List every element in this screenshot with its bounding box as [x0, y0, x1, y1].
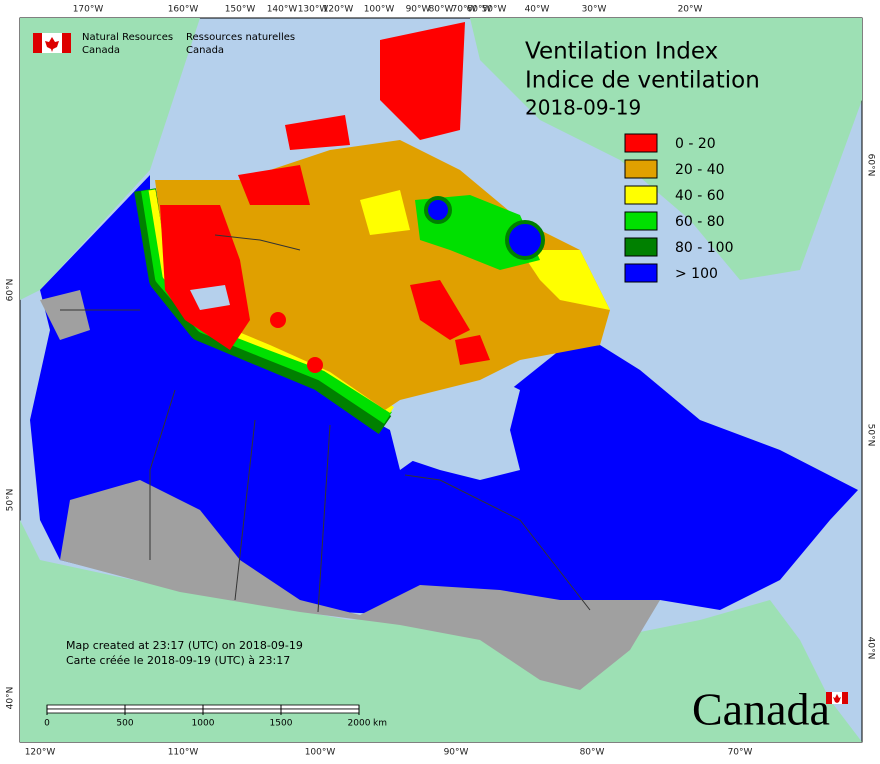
longitude-label: 90°W — [406, 5, 431, 15]
scale-label: 500 — [116, 719, 133, 729]
longitude-label: 100°W — [305, 748, 336, 758]
longitude-label: 60°W — [467, 5, 492, 15]
latitude-label: 60°N — [6, 279, 16, 302]
longitude-label: 160°W — [168, 5, 199, 15]
basemap — [20, 18, 862, 742]
longitude-label: 130°W — [298, 5, 329, 15]
legend-label: 40 - 60 — [675, 188, 725, 204]
legend-swatch — [624, 263, 658, 283]
longitude-label: 50°W — [482, 5, 507, 15]
legend-swatch — [624, 237, 658, 257]
longitude-label: 110°W — [168, 748, 199, 758]
legend-label: 20 - 40 — [675, 162, 725, 178]
map-date: 2018-09-19 — [525, 96, 641, 120]
scale-label: 0 — [44, 719, 50, 729]
legend-swatch — [624, 185, 658, 205]
scale-segment — [46, 708, 126, 714]
scale-segment — [202, 704, 282, 710]
longitude-label: 120°W — [323, 5, 354, 15]
scale-label: 1000 — [192, 719, 215, 729]
latitude-label: 60°N — [866, 154, 876, 177]
agency-logo — [33, 33, 71, 53]
agency-en: Natural Resources — [82, 32, 173, 43]
scale-label: 2000 — [348, 719, 371, 729]
latitude-label: 50°N — [866, 424, 876, 447]
scale-segment — [280, 708, 360, 714]
latitude-label: 40°N — [866, 637, 876, 660]
latitude-label: 50°N — [6, 489, 16, 512]
scale-segment — [202, 708, 282, 714]
wordmark-flag — [826, 692, 848, 704]
longitude-label: 150°W — [225, 5, 256, 15]
longitude-label: 70°W — [728, 748, 753, 758]
credit: Carte créée le 2018-09-19 (UTC) à 23:17 — [66, 654, 290, 667]
agency-en: Canada — [82, 45, 120, 56]
scale-unit: km — [373, 719, 387, 729]
scale-segment — [124, 704, 204, 710]
longitude-label: 40°W — [525, 5, 550, 15]
scale-label: 1500 — [270, 719, 293, 729]
scale-segment — [46, 704, 126, 710]
longitude-label: 90°W — [444, 748, 469, 758]
agency-fr: Canada — [186, 45, 224, 56]
legend-label: 80 - 100 — [675, 240, 734, 256]
agency-fr: Ressources naturelles — [186, 32, 295, 43]
scale-segment — [280, 704, 360, 710]
latitude-label: 40°N — [6, 687, 16, 710]
legend-swatch — [624, 133, 658, 153]
longitude-label: 170°W — [73, 5, 104, 15]
legend-swatch — [624, 211, 658, 231]
wordmark: Canada — [692, 684, 830, 735]
scale-segment — [124, 708, 204, 714]
longitude-label: 100°W — [364, 5, 395, 15]
longitude-label: 140°W — [267, 5, 298, 15]
longitude-label: 70°W — [452, 5, 477, 15]
map-title: Ventilation Index — [525, 39, 718, 65]
longitude-label: 20°W — [678, 5, 703, 15]
map-title: Indice de ventilation — [525, 68, 760, 94]
legend-label: 0 - 20 — [675, 136, 716, 152]
longitude-label: 80°W — [429, 5, 454, 15]
longitude-label: 80°W — [580, 748, 605, 758]
longitude-label: 30°W — [582, 5, 607, 15]
legend-label: > 100 — [675, 266, 718, 282]
legend-label: 60 - 80 — [675, 214, 725, 230]
longitude-label: 120°W — [25, 748, 56, 758]
credit: Map created at 23:17 (UTC) on 2018-09-19 — [66, 639, 303, 652]
legend-swatch — [624, 159, 658, 179]
